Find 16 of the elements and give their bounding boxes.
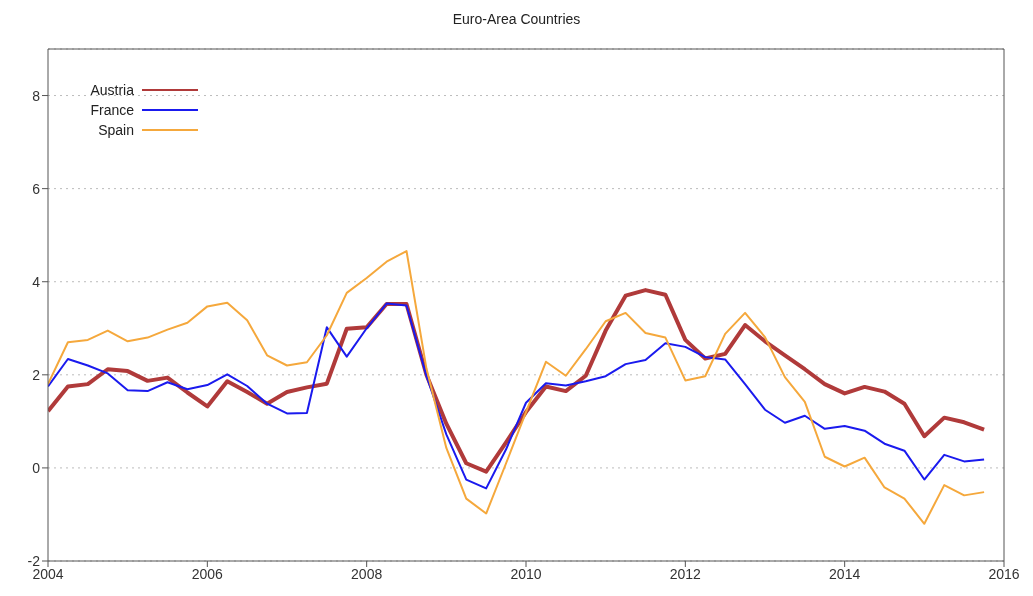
line-series — [48, 250, 986, 525]
x-tick-label: 2016 — [988, 565, 1020, 582]
y-tick-label: 4 — [32, 273, 41, 290]
y-tick-label: 2 — [32, 366, 41, 383]
x-tick-label: 2014 — [829, 565, 861, 582]
y-tick-label: 6 — [32, 180, 41, 197]
legend-label: France — [90, 101, 134, 120]
legend-label: Austria — [90, 81, 134, 100]
x-tick-label: 2006 — [191, 565, 224, 582]
y-tick-label: 8 — [32, 87, 41, 104]
y-tick-label: 0 — [32, 459, 41, 476]
chart-title: Euro-Area Countries — [451, 10, 582, 29]
x-tick-label: 2012 — [669, 565, 702, 582]
legend-label: Spain — [98, 121, 134, 140]
x-tick-label: 2010 — [510, 565, 542, 582]
x-tick-label: 2008 — [351, 565, 383, 582]
